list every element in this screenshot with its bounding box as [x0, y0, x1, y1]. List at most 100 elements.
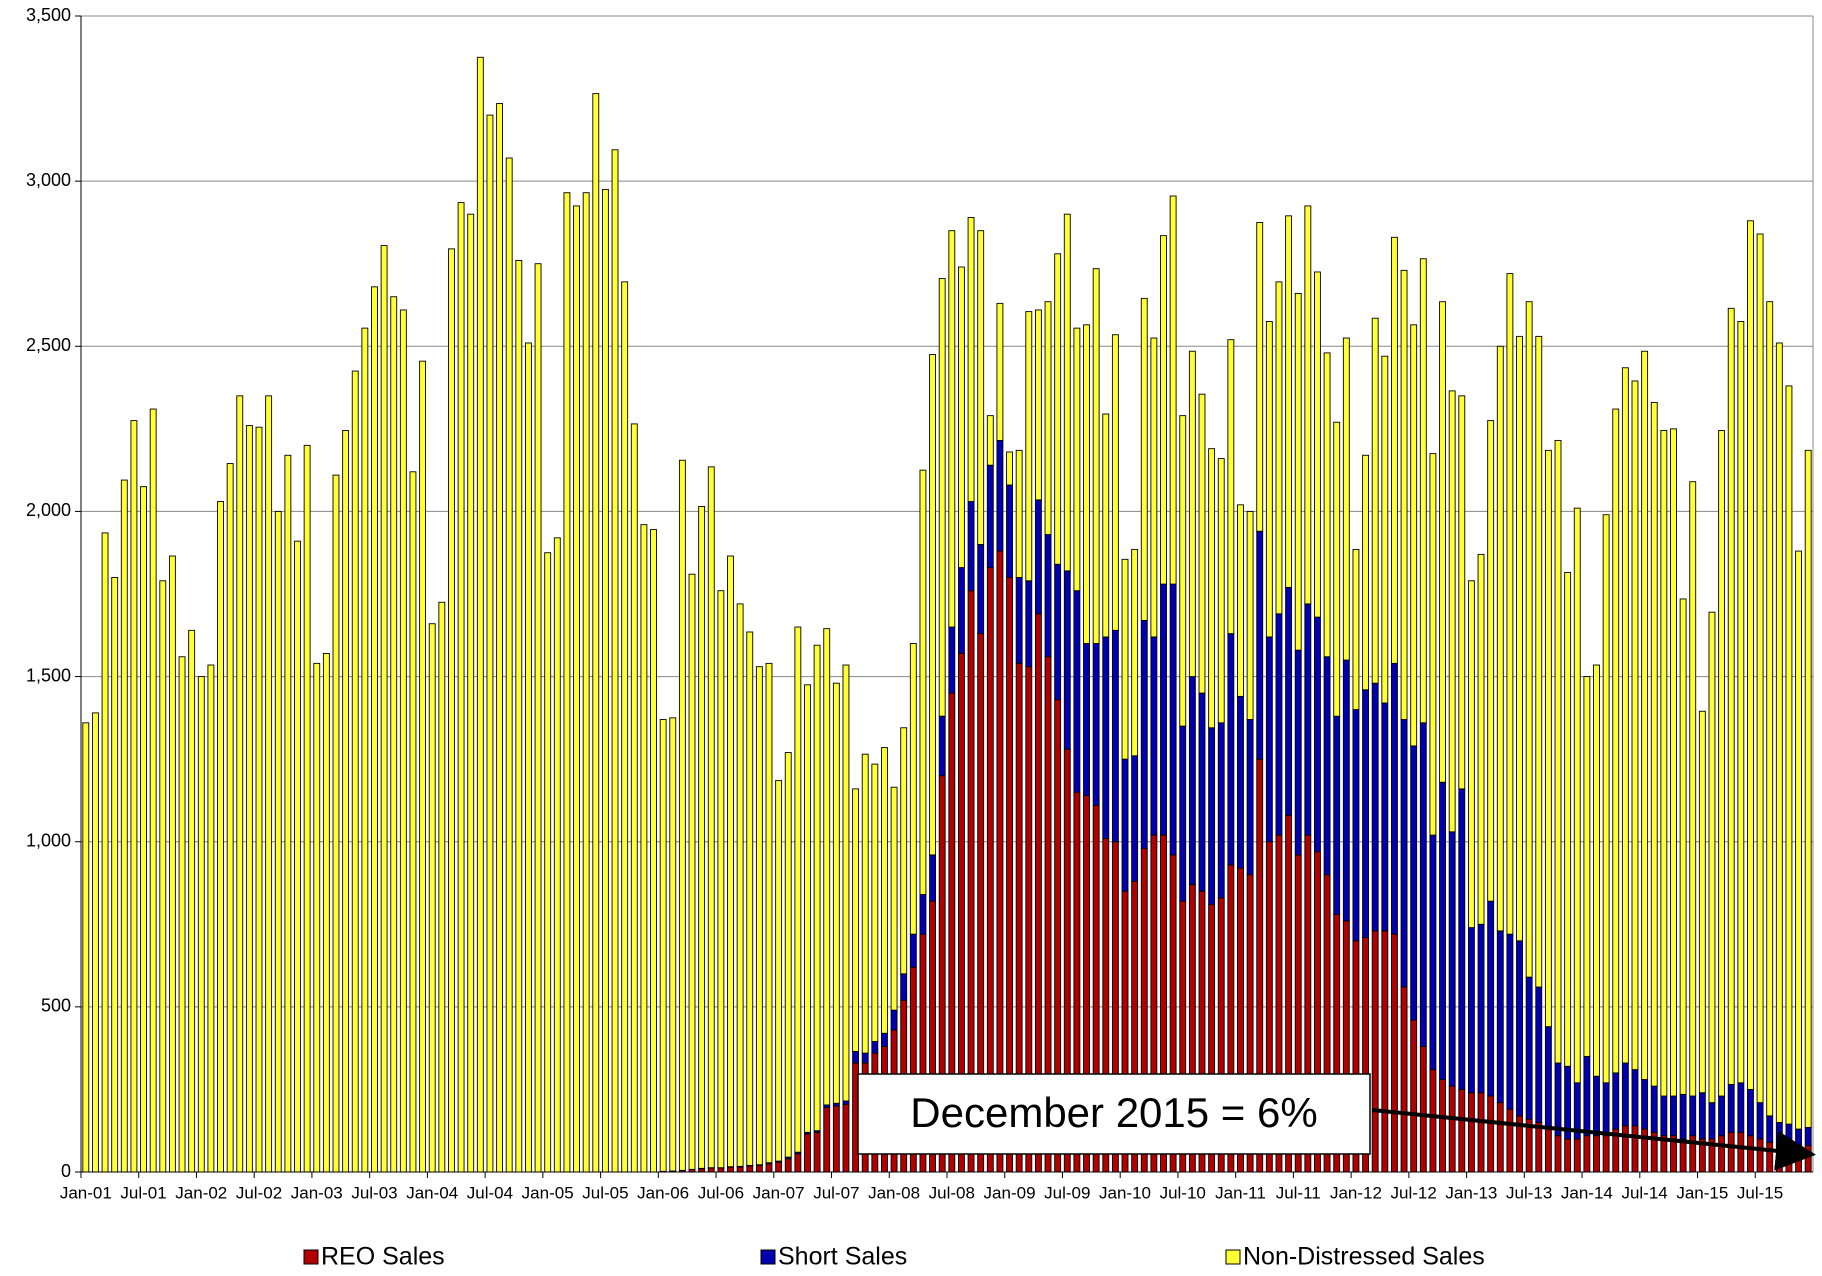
bar-segment — [197, 676, 205, 1173]
bar-segment — [1448, 390, 1456, 833]
legend-label: Non-Distressed Sales — [1243, 1243, 1485, 1271]
x-tick-label: Jan-01 — [60, 1183, 112, 1202]
bar-segment — [1718, 430, 1726, 1097]
bar-segment — [909, 933, 917, 968]
x-tick-label: Jul-12 — [1391, 1183, 1437, 1202]
bar-segment — [977, 544, 985, 635]
bar-segment — [707, 466, 715, 1169]
bar-segment — [1391, 662, 1398, 935]
bar-segment — [1362, 454, 1369, 691]
bar-segment — [1400, 986, 1408, 1173]
bar-segment — [755, 1164, 763, 1173]
bar-segment — [842, 1100, 850, 1105]
bar-segment — [140, 486, 147, 1173]
bar-segment — [1169, 195, 1177, 585]
bar-segment — [1747, 1088, 1754, 1137]
bar-segment — [1689, 481, 1697, 1097]
bar-segment — [958, 567, 965, 654]
bar-segment — [1034, 499, 1042, 615]
bar-segment — [967, 501, 975, 592]
bar-segment — [428, 623, 436, 1173]
bar-segment — [842, 1103, 850, 1173]
bar-segment — [727, 555, 734, 1168]
bar-segment — [852, 788, 860, 1052]
legend-label: Short Sales — [778, 1243, 907, 1271]
bar-segment — [1265, 636, 1273, 843]
bar-segment — [813, 1131, 821, 1173]
bar-segment — [188, 629, 196, 1173]
bar-segment — [1342, 659, 1350, 922]
bar-segment — [322, 653, 330, 1173]
bar-segment — [1689, 1095, 1697, 1137]
bar-segment — [1477, 923, 1485, 1094]
bar-segment — [1602, 514, 1610, 1084]
bar-segment — [120, 479, 128, 1173]
bar-segment — [640, 524, 648, 1173]
bar-segment — [1015, 449, 1023, 578]
bar-segment — [1217, 722, 1225, 899]
legend-swatch — [1225, 1249, 1241, 1265]
bar-segment — [1054, 563, 1062, 701]
bar-segment — [746, 631, 754, 1166]
bar-segment — [659, 719, 667, 1172]
bar-segment — [1131, 548, 1139, 757]
y-tick-label: 1,000 — [26, 830, 71, 850]
bar-segment — [1073, 590, 1081, 793]
bar-segment — [929, 854, 936, 902]
y-tick-label: 1,500 — [26, 665, 71, 685]
bar-segment — [1092, 268, 1100, 644]
bar-segment — [1564, 572, 1572, 1067]
bar-segment — [313, 662, 321, 1173]
bar-segment — [476, 56, 484, 1173]
bar-segment — [736, 1166, 744, 1173]
x-tick-label: Jan-11 — [1215, 1183, 1266, 1202]
bar-segment — [881, 1032, 888, 1047]
bar-segment — [1323, 656, 1331, 876]
bar-segment — [1573, 1138, 1581, 1173]
bar-segment — [1525, 976, 1533, 1120]
bar-segment — [1496, 930, 1504, 1104]
bar-segment — [1131, 755, 1139, 882]
y-tick-label: 3,000 — [26, 170, 71, 190]
bar-segment — [332, 474, 340, 1173]
bar-segment — [842, 664, 850, 1102]
bar-segment — [1583, 1135, 1591, 1173]
bar-segment — [1063, 213, 1071, 572]
bar-segment — [727, 1166, 734, 1173]
bar-segment — [1487, 420, 1495, 902]
bar-segment — [1602, 1135, 1610, 1173]
bar-segment — [977, 230, 985, 545]
bar-segment — [1554, 439, 1562, 1064]
bar-segment — [361, 327, 369, 1173]
bar-segment — [1381, 702, 1389, 932]
x-tick-label: Jul-04 — [467, 1183, 513, 1202]
legend-label: REO Sales — [321, 1243, 445, 1271]
bar-segment — [1785, 1123, 1793, 1147]
bar-segment — [1217, 458, 1225, 724]
bar-segment — [1593, 1135, 1600, 1173]
y-tick-label: 3,500 — [26, 5, 71, 25]
bar-segment — [630, 423, 638, 1173]
bar-segment — [1265, 321, 1273, 638]
bar-segment — [1275, 613, 1283, 836]
bar-segment — [1083, 643, 1090, 796]
bar-segment — [746, 1165, 754, 1173]
bar-segment — [1419, 1046, 1427, 1173]
bar-segment — [457, 202, 465, 1173]
bar-segment — [1698, 1092, 1706, 1140]
bar-segment — [1439, 301, 1446, 783]
bar-segment — [111, 577, 119, 1173]
x-tick-label: Jul-14 — [1621, 1183, 1667, 1202]
x-tick-label: Jul-09 — [1044, 1183, 1090, 1202]
bar-segment — [871, 763, 879, 1042]
bar-segment — [1006, 451, 1013, 486]
bar-segment — [390, 296, 398, 1173]
x-tick-label: Jul-08 — [929, 1183, 975, 1202]
bar-segment — [1160, 583, 1167, 836]
bar-segment — [958, 266, 965, 569]
bar-segment — [1467, 1092, 1475, 1173]
bar-segment — [794, 1153, 802, 1173]
bar-segment — [1448, 1085, 1456, 1173]
bar-segment — [1198, 393, 1206, 694]
